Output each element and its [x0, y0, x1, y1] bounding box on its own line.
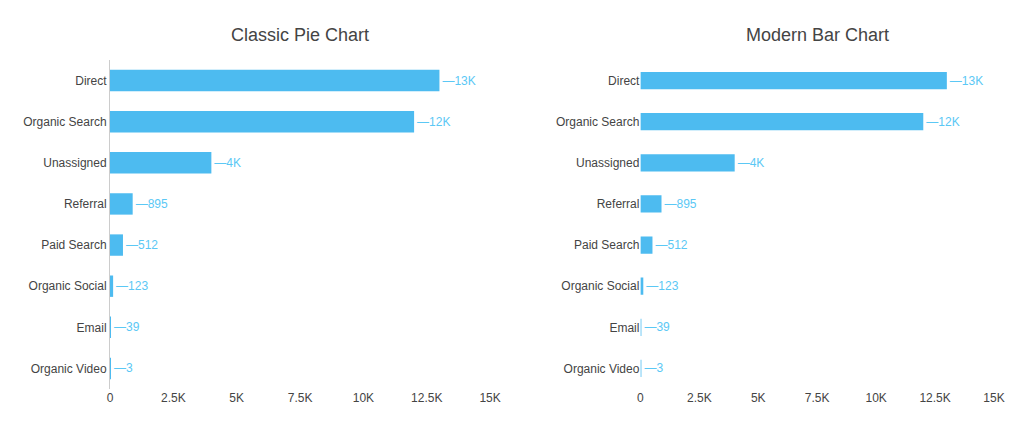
svg-text:10K: 10K — [865, 391, 886, 405]
svg-text:0: 0 — [637, 391, 644, 405]
svg-text:—13K: —13K — [442, 74, 475, 88]
svg-text:2.5K: 2.5K — [161, 391, 186, 405]
svg-text:—12K: —12K — [926, 115, 959, 129]
svg-text:12.5K: 12.5K — [411, 391, 442, 405]
svg-text:Organic Social: Organic Social — [561, 279, 639, 293]
svg-text:Email: Email — [77, 321, 107, 335]
svg-text:10K: 10K — [353, 391, 374, 405]
svg-text:—512: —512 — [126, 238, 158, 252]
svg-text:Paid Search: Paid Search — [41, 238, 106, 252]
svg-text:5K: 5K — [751, 391, 766, 405]
svg-text:Referral: Referral — [64, 197, 107, 211]
svg-text:—512: —512 — [655, 238, 687, 252]
svg-text:Paid Search: Paid Search — [574, 238, 639, 252]
svg-text:2.5K: 2.5K — [687, 391, 712, 405]
svg-text:—123: —123 — [646, 279, 678, 293]
svg-text:—3: —3 — [644, 361, 663, 375]
svg-text:—895: —895 — [136, 197, 168, 211]
svg-text:Unassigned: Unassigned — [576, 156, 639, 170]
svg-text:Email: Email — [609, 321, 639, 335]
svg-text:—39: —39 — [644, 320, 670, 334]
svg-text:7.5K: 7.5K — [805, 391, 830, 405]
svg-text:Direct: Direct — [75, 74, 107, 88]
svg-text:Referral: Referral — [597, 197, 640, 211]
svg-text:—4K: —4K — [738, 156, 765, 170]
svg-text:Organic Video: Organic Video — [564, 362, 640, 376]
svg-text:0: 0 — [107, 391, 114, 405]
svg-text:—4K: —4K — [214, 156, 241, 170]
svg-text:—39: —39 — [114, 320, 140, 334]
svg-text:—3: —3 — [114, 361, 133, 375]
svg-text:Organic Video: Organic Video — [31, 362, 107, 376]
svg-text:Organic Social: Organic Social — [29, 279, 107, 293]
svg-text:12.5K: 12.5K — [919, 391, 950, 405]
svg-text:—12K: —12K — [417, 115, 450, 129]
svg-text:15K: 15K — [983, 391, 1004, 405]
svg-text:—123: —123 — [116, 279, 148, 293]
svg-text:Organic Search: Organic Search — [23, 115, 106, 129]
svg-text:—13K: —13K — [950, 74, 983, 88]
svg-text:Unassigned: Unassigned — [43, 156, 106, 170]
svg-text:7.5K: 7.5K — [288, 391, 313, 405]
svg-text:Direct: Direct — [608, 74, 640, 88]
svg-text:5K: 5K — [229, 391, 244, 405]
svg-text:Organic Search: Organic Search — [556, 115, 639, 129]
svg-text:—895: —895 — [665, 197, 697, 211]
svg-text:Modern Bar Chart: Modern Bar Chart — [746, 25, 889, 45]
svg-text:15K: 15K — [479, 391, 500, 405]
svg-text:Classic Pie Chart: Classic Pie Chart — [231, 25, 369, 45]
